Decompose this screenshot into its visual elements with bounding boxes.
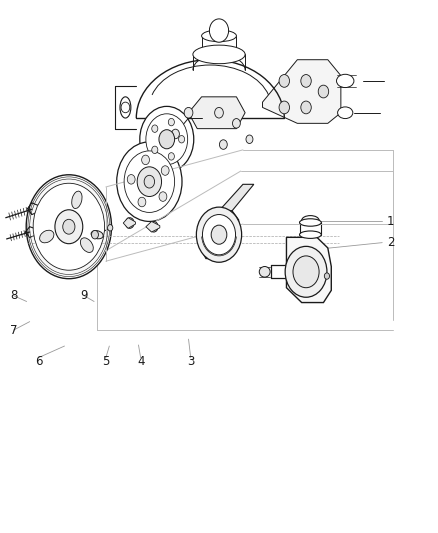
Ellipse shape: [259, 266, 270, 277]
Polygon shape: [188, 97, 245, 128]
Circle shape: [108, 224, 113, 231]
Ellipse shape: [300, 231, 321, 238]
Circle shape: [159, 130, 175, 149]
Circle shape: [246, 135, 253, 143]
Ellipse shape: [336, 74, 354, 87]
Circle shape: [168, 118, 174, 126]
Polygon shape: [146, 221, 160, 232]
Ellipse shape: [120, 97, 131, 118]
Circle shape: [137, 167, 162, 197]
Circle shape: [63, 219, 75, 234]
Circle shape: [279, 75, 290, 87]
Polygon shape: [286, 237, 331, 303]
Circle shape: [33, 183, 105, 270]
Ellipse shape: [91, 231, 103, 239]
Circle shape: [184, 108, 193, 118]
Circle shape: [293, 256, 319, 288]
Circle shape: [141, 155, 149, 165]
Ellipse shape: [193, 45, 245, 63]
Ellipse shape: [201, 30, 237, 42]
Circle shape: [152, 125, 158, 132]
Ellipse shape: [338, 107, 353, 118]
Ellipse shape: [39, 230, 54, 243]
Circle shape: [124, 151, 175, 213]
Circle shape: [121, 102, 130, 113]
Circle shape: [125, 217, 134, 228]
Text: 1: 1: [387, 215, 395, 228]
Circle shape: [301, 75, 311, 87]
Polygon shape: [123, 217, 135, 228]
Text: 3: 3: [187, 356, 194, 368]
Text: 2: 2: [387, 236, 395, 249]
Circle shape: [140, 107, 194, 172]
Ellipse shape: [72, 191, 82, 208]
Ellipse shape: [300, 219, 321, 226]
Circle shape: [92, 230, 99, 239]
Text: 9: 9: [80, 289, 88, 302]
Circle shape: [202, 215, 236, 255]
Circle shape: [117, 142, 182, 221]
Polygon shape: [262, 60, 341, 123]
Circle shape: [301, 101, 311, 114]
Text: 8: 8: [10, 289, 17, 302]
Text: 7: 7: [10, 324, 18, 337]
Circle shape: [146, 114, 187, 165]
Circle shape: [161, 166, 169, 175]
Circle shape: [219, 140, 227, 149]
Circle shape: [152, 146, 158, 154]
Circle shape: [55, 210, 83, 244]
Circle shape: [318, 85, 328, 98]
Text: 4: 4: [137, 356, 145, 368]
Polygon shape: [201, 211, 239, 259]
Circle shape: [324, 273, 329, 279]
Circle shape: [179, 135, 185, 143]
Text: 6: 6: [35, 356, 42, 368]
Ellipse shape: [81, 238, 93, 253]
Circle shape: [233, 118, 240, 128]
Circle shape: [144, 175, 155, 188]
Circle shape: [172, 129, 180, 139]
Text: 5: 5: [102, 356, 110, 368]
Circle shape: [138, 197, 146, 207]
Circle shape: [168, 152, 174, 160]
Circle shape: [211, 225, 227, 244]
Circle shape: [279, 101, 290, 114]
Circle shape: [215, 108, 223, 118]
Circle shape: [149, 221, 158, 232]
Circle shape: [159, 192, 167, 201]
Circle shape: [127, 175, 135, 184]
Circle shape: [196, 207, 242, 262]
Polygon shape: [219, 184, 254, 211]
Circle shape: [209, 19, 229, 42]
Circle shape: [285, 246, 327, 297]
Circle shape: [26, 175, 112, 279]
